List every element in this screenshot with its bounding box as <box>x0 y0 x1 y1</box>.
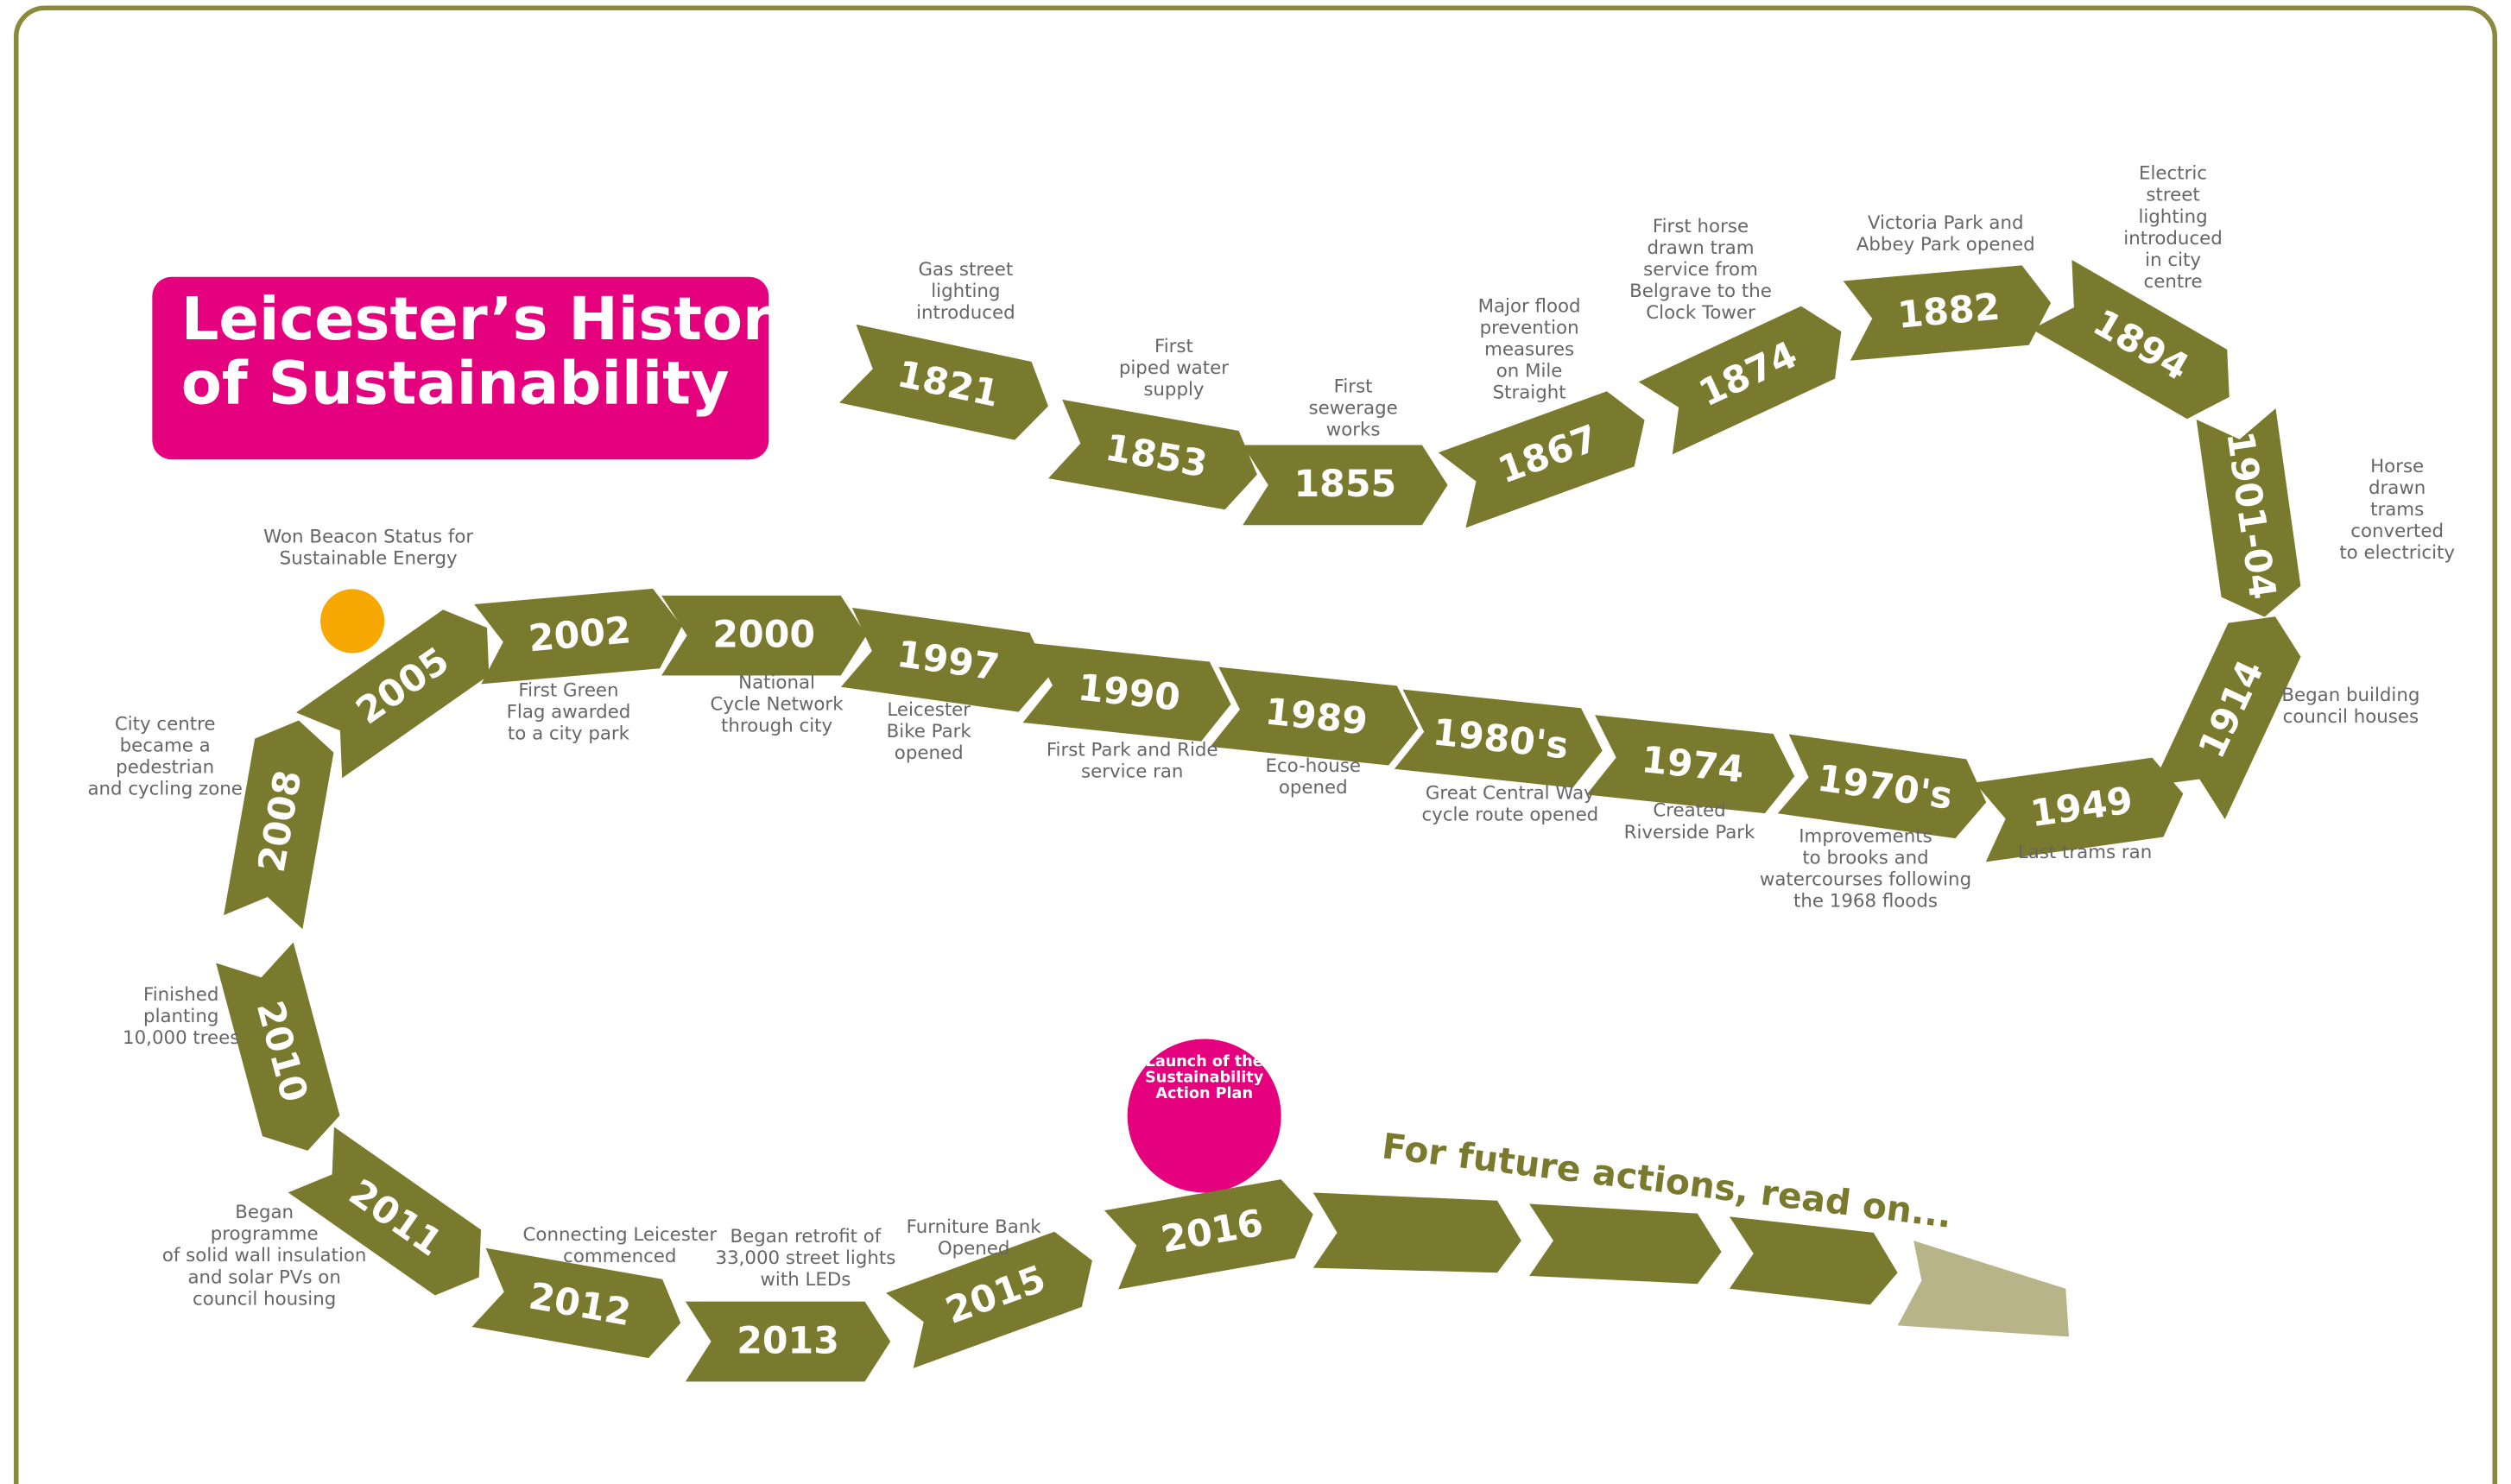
caption: Great Central Way <box>1426 782 1595 804</box>
caption: service from <box>1643 259 1758 281</box>
caption: Major flood <box>1478 296 1581 318</box>
caption: Opened <box>938 1238 1010 1260</box>
title: of Sustainability <box>181 349 730 418</box>
caption: service ran <box>1081 761 1183 782</box>
caption: the 1968 floods <box>1793 891 1938 913</box>
caption: First <box>1334 376 1373 397</box>
caption: to a city park <box>508 723 630 745</box>
caption: with LEDs <box>760 1269 851 1291</box>
milestone: 2000 <box>661 596 866 676</box>
caption: prevention <box>1480 318 1579 339</box>
caption: converted <box>2350 521 2444 542</box>
caption: drawn tram <box>1648 237 1755 259</box>
caption: Clock Tower <box>1646 302 1755 324</box>
caption: 33,000 street lights <box>716 1247 896 1269</box>
caption: First Green <box>518 680 618 702</box>
caption: piped water <box>1119 357 1229 379</box>
caption: sewerage <box>1308 397 1397 419</box>
caption: Furniture Bank <box>907 1216 1042 1238</box>
arrow <box>1529 1203 1722 1284</box>
infographic: Leicester’s History of Sustainability Fo… <box>0 0 2511 1484</box>
year: 2002 <box>527 609 633 660</box>
caption: opened <box>895 742 964 764</box>
caption: and cycling zone <box>87 779 242 800</box>
caption: Straight <box>1493 382 1566 404</box>
arrow <box>1313 1193 1521 1273</box>
caption: Electric <box>2139 163 2207 185</box>
caption: council housing <box>193 1288 336 1310</box>
caption: opened <box>1279 777 1348 799</box>
caption: cycle route opened <box>1421 804 1598 825</box>
caption: Action Plan <box>1155 1085 1253 1102</box>
year: 1855 <box>1294 463 1397 506</box>
caption: National <box>738 672 815 693</box>
caption: Won Beacon Status for <box>263 527 473 548</box>
year: 2013 <box>737 1319 839 1362</box>
caption: commenced <box>563 1246 676 1267</box>
caption: Last trams ran <box>2018 842 2152 863</box>
caption: Gas street <box>918 259 1013 281</box>
caption: watercourses following <box>1760 868 1971 890</box>
caption: centre <box>2143 271 2202 293</box>
caption: and solar PVs on <box>187 1266 340 1288</box>
caption: Horse <box>2370 456 2424 477</box>
caption: Sustainable Energy <box>280 548 458 570</box>
caption: became a <box>120 736 211 757</box>
caption: Began building <box>2281 685 2419 706</box>
caption: planting <box>143 1006 218 1027</box>
caption: Finished <box>143 984 218 1006</box>
caption: First <box>1154 336 1193 357</box>
caption: street <box>2146 185 2199 206</box>
year: 1882 <box>1896 286 2002 338</box>
caption: to brooks and <box>1802 847 1928 868</box>
caption: Sustainability <box>1145 1070 1264 1087</box>
caption: Bike Park <box>887 721 972 742</box>
year: 2000 <box>712 614 815 657</box>
caption: in city <box>2145 249 2201 271</box>
caption: Began <box>235 1202 294 1223</box>
caption: measures <box>1484 339 1574 361</box>
sun-icon <box>320 589 384 653</box>
caption: lighting <box>931 281 1000 302</box>
caption: programme <box>211 1223 319 1245</box>
caption: Belgrave to the <box>1629 281 1772 302</box>
caption: on Mile <box>1496 361 1563 382</box>
caption: Improvements <box>1799 825 1932 847</box>
caption: Began retrofit of <box>731 1226 882 1247</box>
caption: of solid wall insulation <box>162 1245 367 1266</box>
caption: through city <box>721 715 832 736</box>
caption: pedestrian <box>116 757 214 779</box>
caption: Abbey Park opened <box>1856 234 2035 256</box>
milestone: 1855 <box>1243 445 1447 526</box>
caption: Connecting Leicester <box>523 1224 718 1246</box>
caption: City centre <box>115 714 216 736</box>
caption: Flag awarded <box>507 702 631 723</box>
caption: Created <box>1653 800 1725 822</box>
caption: Victoria Park and <box>1868 212 2024 234</box>
caption: Leicester <box>887 699 971 721</box>
caption: Riverside Park <box>1624 822 1755 843</box>
caption: to electricity <box>2339 542 2455 564</box>
caption: lighting <box>2138 206 2207 228</box>
caption: 10,000 trees <box>123 1027 239 1049</box>
caption: Cycle Network <box>711 693 844 715</box>
caption: Eco-house <box>1265 755 1361 777</box>
caption: works <box>1326 419 1381 440</box>
caption: First Park and Ride <box>1047 739 1218 761</box>
caption: council houses <box>2283 706 2419 728</box>
caption: trams <box>2370 499 2424 521</box>
caption: Launch of the <box>1146 1053 1263 1070</box>
caption: First horse <box>1653 216 1749 237</box>
milestone: 2013 <box>686 1302 890 1382</box>
caption: introduced <box>2123 228 2223 249</box>
caption: supply <box>1143 379 1204 401</box>
title: Leicester’s History <box>181 285 811 354</box>
caption: drawn <box>2369 477 2426 499</box>
caption: introduced <box>916 302 1015 324</box>
